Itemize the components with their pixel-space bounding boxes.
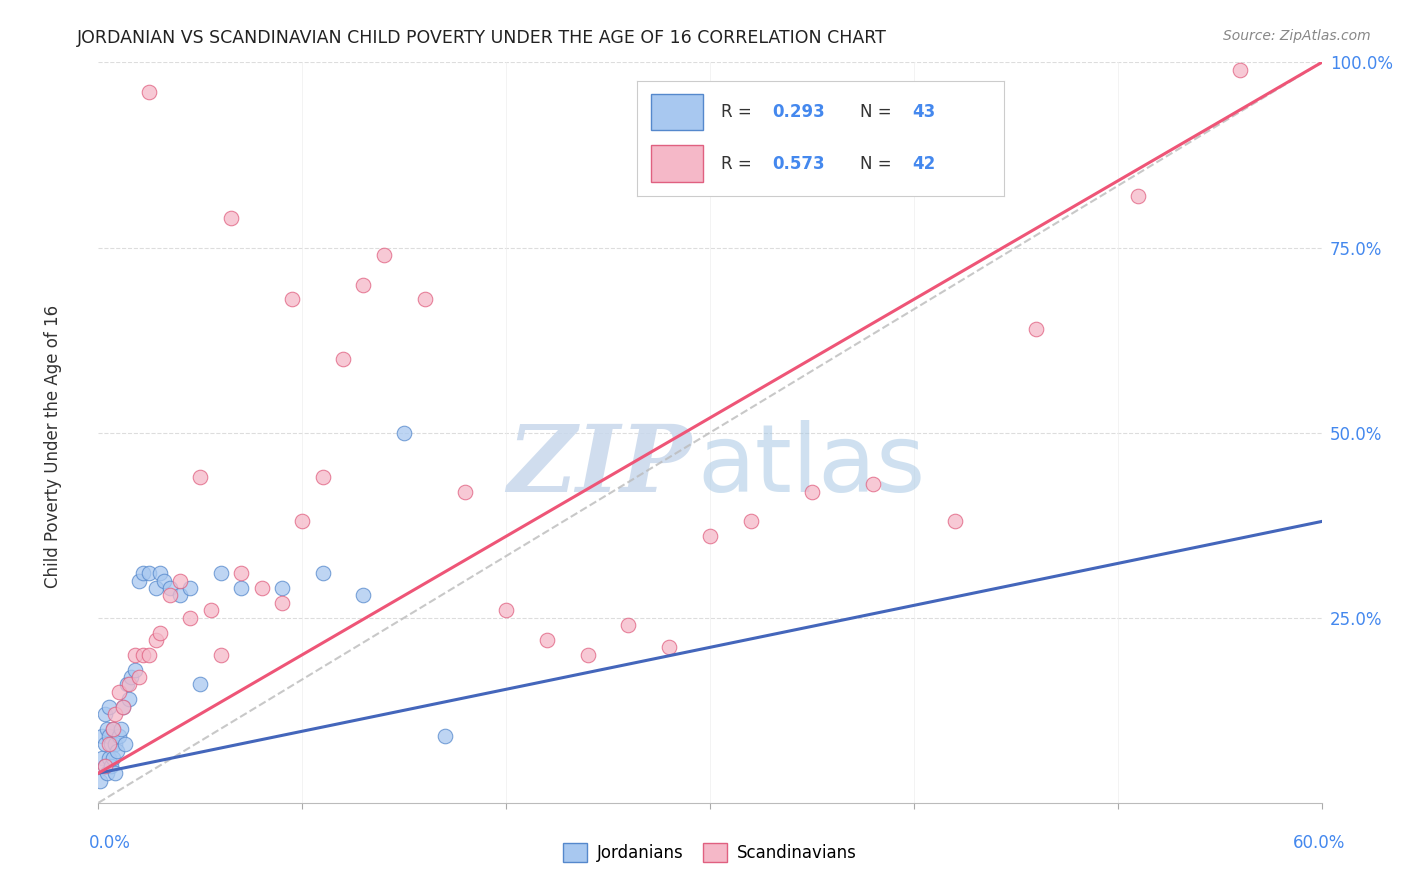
Point (312, 470, 335, 484)
Point (115, 677, 138, 691)
Point (118, 692, 141, 706)
Point (495, 603, 517, 617)
Point (93, 758, 115, 772)
Point (291, 515, 314, 529)
Point (93, 758, 115, 772)
Point (231, 581, 253, 595)
Point (1025, 322, 1047, 336)
Point (108, 729, 131, 743)
Point (1128, 188, 1150, 202)
Point (270, 581, 294, 595)
Point (114, 737, 136, 751)
Point (111, 699, 134, 714)
Point (219, 211, 242, 225)
Point (138, 85, 160, 99)
Point (576, 648, 599, 662)
Point (250, 581, 273, 595)
Point (152, 574, 174, 588)
Point (536, 632, 558, 647)
Point (801, 484, 824, 499)
Point (97, 729, 120, 743)
Point (132, 648, 155, 662)
Point (91, 729, 114, 743)
Point (352, 589, 374, 603)
Point (93, 706, 115, 721)
Point (111, 699, 134, 714)
Point (132, 566, 155, 581)
Point (120, 670, 142, 684)
Point (1229, 62, 1251, 77)
Point (100, 737, 122, 751)
Point (128, 670, 150, 684)
Point (93, 737, 115, 751)
Point (149, 566, 172, 581)
Point (617, 618, 640, 632)
Point (96, 766, 118, 780)
Point (270, 596, 294, 610)
Point (943, 515, 966, 529)
Point (89, 773, 111, 788)
Point (100, 758, 122, 772)
Point (97, 737, 120, 751)
Point (149, 625, 172, 640)
Point (110, 722, 132, 736)
Text: Source: ZipAtlas.com: Source: ZipAtlas.com (1223, 29, 1371, 43)
Point (209, 566, 232, 581)
Point (169, 589, 191, 603)
Point (332, 351, 354, 366)
Point (231, 566, 253, 581)
Point (179, 610, 201, 624)
Point (352, 277, 374, 292)
Point (862, 477, 884, 491)
Point (159, 589, 181, 603)
Legend: Jordanians, Scandinavians: Jordanians, Scandinavians (557, 836, 863, 869)
Point (108, 685, 131, 699)
Point (699, 529, 721, 543)
Point (138, 648, 160, 662)
Text: atlas: atlas (697, 420, 927, 512)
Point (128, 574, 150, 588)
Point (740, 515, 762, 529)
Point (434, 729, 457, 743)
Point (124, 663, 146, 677)
Text: Child Poverty Under the Age of 16: Child Poverty Under the Age of 16 (45, 304, 62, 588)
Point (97, 751, 120, 765)
Point (105, 744, 128, 758)
Point (97, 699, 120, 714)
Point (104, 737, 127, 751)
Point (188, 677, 212, 691)
Point (281, 293, 304, 307)
Point (312, 566, 335, 581)
Point (200, 603, 222, 617)
Point (169, 574, 191, 588)
Point (188, 470, 212, 484)
Point (145, 581, 167, 595)
Point (179, 581, 201, 595)
Point (159, 581, 181, 595)
Point (658, 640, 681, 655)
Point (91, 751, 114, 765)
Point (373, 248, 395, 262)
Point (104, 766, 127, 780)
Text: 60.0%: 60.0% (1292, 834, 1346, 852)
Point (392, 425, 416, 440)
Point (101, 751, 124, 765)
Point (101, 722, 124, 736)
Point (454, 484, 477, 499)
Point (104, 706, 127, 721)
Point (118, 677, 141, 691)
Point (101, 722, 124, 736)
Point (145, 632, 167, 647)
Point (138, 566, 160, 581)
Point (209, 648, 232, 662)
Point (124, 648, 146, 662)
Text: ZIP: ZIP (508, 421, 692, 511)
Text: JORDANIAN VS SCANDINAVIAN CHILD POVERTY UNDER THE AGE OF 16 CORRELATION CHART: JORDANIAN VS SCANDINAVIAN CHILD POVERTY … (77, 29, 887, 46)
Point (96, 722, 118, 736)
Point (413, 293, 436, 307)
Text: 0.0%: 0.0% (89, 834, 131, 852)
